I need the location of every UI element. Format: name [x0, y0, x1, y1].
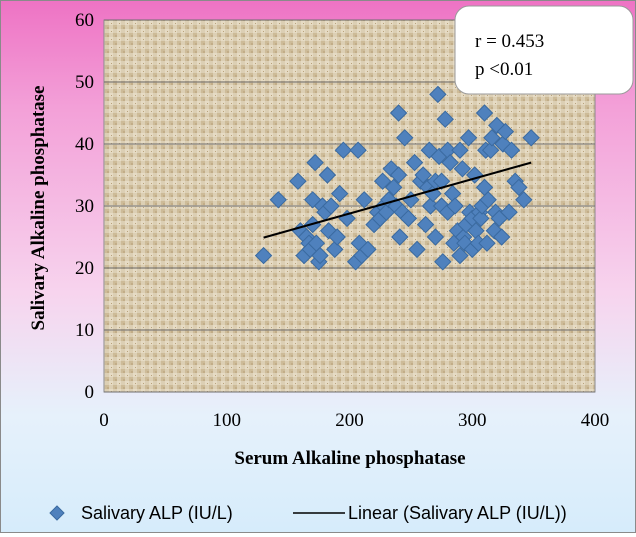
data-point: [384, 178, 403, 197]
data-point: [254, 246, 273, 265]
legend-label-trend: Linear (Salivary ALP (IU/L)): [348, 503, 567, 523]
data-point: [434, 253, 452, 271]
legend-marker-icon: [49, 505, 65, 521]
data-point: [322, 197, 340, 215]
data-point: [429, 85, 447, 104]
data-point: [496, 122, 515, 141]
y-tick-label: 30: [75, 196, 94, 217]
data-point: [515, 191, 533, 209]
data-point: [373, 172, 392, 190]
x-tick-label: 200: [335, 410, 364, 431]
data-point: [441, 153, 459, 172]
x-tick-label: 0: [99, 410, 109, 431]
data-point: [432, 172, 451, 190]
data-point: [494, 135, 512, 153]
data-point: [318, 166, 337, 184]
data-point: [493, 228, 511, 246]
data-markers: [254, 85, 540, 271]
x-tick-label: 300: [458, 410, 487, 431]
data-point: [414, 166, 432, 184]
data-point: [472, 209, 490, 228]
annotation-box: r = 0.453 p <0.01: [454, 5, 634, 95]
y-tick-label: 20: [75, 258, 94, 279]
legend: Salivary ALP (IU/L) Linear (Salivary ALP…: [49, 503, 567, 523]
trendline-line: [263, 161, 532, 239]
data-point: [483, 129, 501, 147]
data-point: [481, 141, 500, 159]
y-tick-label: 50: [75, 72, 94, 93]
annotation-p: p <0.01: [475, 59, 533, 80]
data-point: [328, 228, 346, 246]
data-point: [405, 153, 424, 172]
data-point: [436, 110, 454, 128]
y-tick-label: 0: [85, 382, 95, 403]
data-point: [416, 215, 435, 234]
x-tick-label: 400: [581, 410, 610, 431]
data-point: [451, 246, 469, 265]
x-tick-label: 100: [213, 410, 242, 431]
data-point: [475, 104, 494, 122]
data-point: [510, 178, 528, 197]
y-tick-label: 60: [75, 10, 94, 31]
data-point: [391, 228, 409, 246]
data-point: [334, 141, 353, 159]
data-point: [479, 191, 497, 209]
data-point: [478, 234, 496, 252]
data-point: [408, 240, 426, 259]
legend-label-series: Salivary ALP (IU/L): [81, 503, 233, 523]
data-point: [396, 129, 414, 147]
data-point: [453, 160, 472, 178]
x-axis-title: Serum Alkaline phosphatase: [234, 448, 465, 469]
data-point: [451, 141, 469, 159]
data-point: [426, 228, 445, 246]
annotation-r: r = 0.453: [475, 31, 544, 52]
data-point: [319, 222, 338, 240]
data-point: [326, 240, 344, 259]
data-point: [359, 240, 377, 259]
data-point: [459, 129, 478, 147]
data-point: [355, 191, 373, 209]
data-point: [446, 197, 464, 215]
data-point: [500, 203, 518, 221]
data-point: [522, 129, 540, 147]
data-point: [306, 153, 324, 172]
data-point: [349, 141, 367, 159]
data-point: [330, 184, 349, 203]
data-point: [389, 104, 408, 122]
data-point: [311, 246, 329, 265]
data-point: [389, 166, 408, 184]
tick-labels: 0 10 20 30 40 50 60 0 100 200 300 400: [75, 10, 609, 431]
y-tick-label: 40: [75, 134, 94, 155]
data-point: [289, 172, 307, 190]
y-axis-title: Salivary Alkaline phosphatase: [28, 86, 49, 331]
data-point: [269, 191, 288, 209]
trendline: [263, 161, 532, 239]
data-point: [399, 209, 418, 228]
data-point: [420, 141, 438, 159]
data-point: [502, 141, 521, 159]
y-tick-label: 10: [75, 320, 94, 341]
